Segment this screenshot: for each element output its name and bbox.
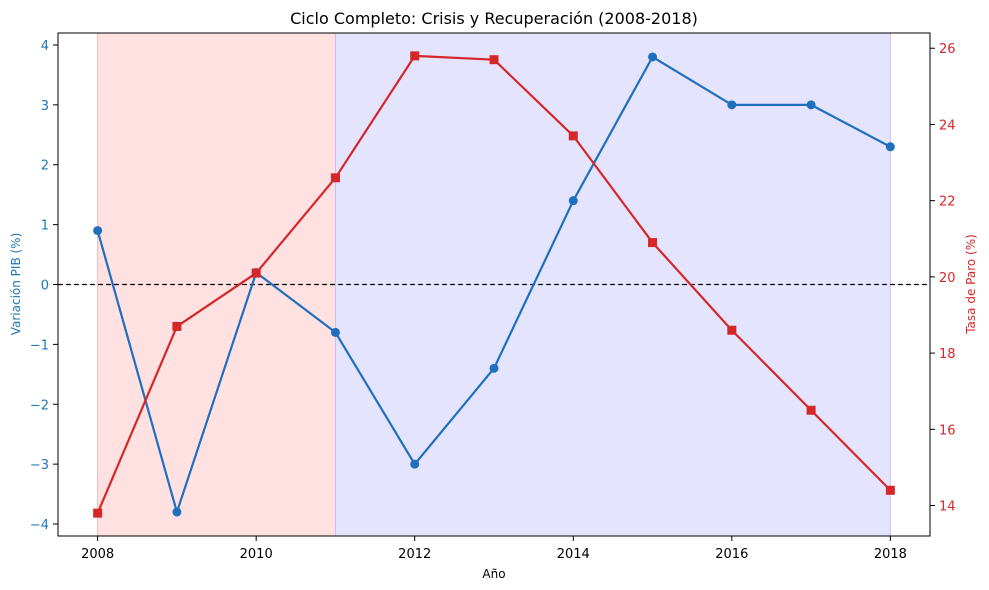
y-left-tick-label-1: 1 — [41, 219, 49, 234]
series-0-point-2015 — [648, 52, 658, 62]
series-1-point-2011 — [330, 173, 340, 183]
x-axis-label: Año — [482, 567, 505, 581]
y-axis-label-right: Tasa de Paro (%) — [964, 234, 978, 335]
series-0-point-2011 — [330, 327, 340, 337]
y-left-tick-label--2: −2 — [30, 398, 49, 413]
y-right-tick-label-22: 22 — [939, 195, 956, 210]
series-0-point-2008 — [93, 226, 103, 236]
series-1-point-2018 — [885, 485, 895, 495]
x-tick-label-2014: 2014 — [557, 547, 590, 562]
series-1-point-2016 — [727, 325, 737, 335]
series-1-point-2015 — [648, 238, 658, 248]
axis-ticks: 2008 2010 2012 2014 2016 201843210−1−2−3−4141… — [30, 39, 956, 562]
y-right-tick-label-16: 16 — [939, 423, 956, 438]
series-0-point-2012 — [410, 459, 420, 469]
x-tick-label-2016: 2016 — [715, 547, 748, 562]
y-right-tick-label-14: 14 — [939, 500, 956, 515]
x-tick-label-2008: 2008 — [81, 547, 114, 562]
series-1-point-2008 — [93, 508, 103, 518]
series-0-point-2013 — [489, 363, 499, 373]
y-left-tick-label--3: −3 — [30, 458, 49, 473]
y-left-tick-label-4: 4 — [41, 39, 49, 54]
series-1-point-2017 — [806, 405, 816, 415]
series-1-point-2010 — [251, 268, 261, 278]
y-left-tick-label-3: 3 — [41, 99, 49, 114]
series-1-point-2013 — [489, 55, 499, 65]
series-1-point-2009 — [172, 321, 182, 331]
shaded-period-0 — [97, 33, 336, 536]
series-1-point-2014 — [568, 131, 578, 141]
y-right-tick-label-18: 18 — [939, 347, 956, 362]
series-markers — [93, 51, 895, 518]
y-left-tick-label--4: −4 — [30, 518, 49, 533]
chart-title: Ciclo Completo: Crisis y Recuperación (2… — [290, 9, 698, 28]
y-axis-label-left: Variación PIB (%) — [9, 233, 23, 336]
y-right-tick-label-26: 26 — [939, 42, 956, 57]
series-0-point-2009 — [172, 507, 182, 517]
x-tick-label-2018: 2018 — [874, 547, 907, 562]
series-0-point-2018 — [885, 142, 895, 152]
y-left-tick-label-2: 2 — [41, 159, 49, 174]
series-0-point-2014 — [568, 196, 578, 206]
x-tick-label-2012: 2012 — [398, 547, 431, 562]
series-0-point-2016 — [727, 100, 737, 110]
y-left-tick-label--1: −1 — [30, 338, 49, 353]
y-right-tick-label-20: 20 — [939, 271, 956, 286]
y-right-tick-label-24: 24 — [939, 118, 956, 133]
series-0-point-2017 — [806, 100, 816, 110]
y-left-tick-label-0: 0 — [41, 279, 49, 294]
x-tick-label-2010: 2010 — [240, 547, 273, 562]
series-1-point-2012 — [410, 51, 420, 61]
